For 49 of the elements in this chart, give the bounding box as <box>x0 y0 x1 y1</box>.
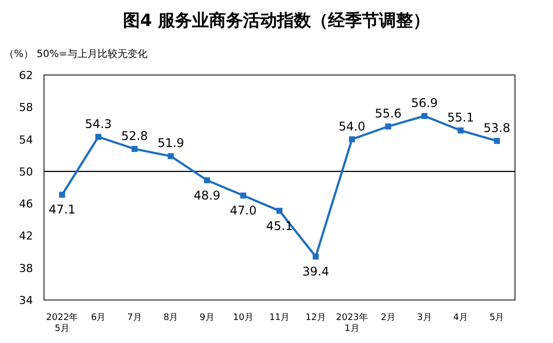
y-tick-label: 46 <box>19 198 33 211</box>
y-tick-label: 62 <box>19 69 33 82</box>
data-label: 39.4 <box>302 264 330 279</box>
data-label: 47.1 <box>48 202 76 217</box>
data-label: 55.6 <box>374 106 402 120</box>
y-tick-label: 38 <box>19 262 33 275</box>
data-label: 54.3 <box>84 116 112 131</box>
chart-title: 图4 服务业商务活动指数（经季节调整） <box>123 11 430 31</box>
point <box>312 254 319 260</box>
point <box>276 208 282 214</box>
data-label: 55.1 <box>447 110 474 124</box>
point <box>95 134 102 140</box>
y-tick-label: 50 <box>19 165 33 178</box>
point <box>132 146 138 152</box>
data-label: 51.9 <box>157 136 184 150</box>
point <box>204 177 210 184</box>
x-tick-label: 3月 <box>417 313 432 323</box>
data-label: 52.8 <box>121 128 148 143</box>
point <box>494 138 500 144</box>
x-tick-label: 10月 <box>233 313 254 323</box>
x-tick-label: 2022年 5月 <box>46 312 78 334</box>
point <box>168 153 174 160</box>
data-label: 54.0 <box>338 119 366 134</box>
y-tick-label: 54 <box>19 133 33 146</box>
data-label: 53.8 <box>484 120 510 135</box>
point <box>421 112 428 119</box>
x-tick-label: 6月 <box>90 313 106 323</box>
x-tick-label: 5月 <box>490 313 504 323</box>
x-tick-label: 8月 <box>163 313 178 323</box>
x-tick-label: 2月 <box>380 313 396 323</box>
x-tick-label: 9月 <box>200 313 214 323</box>
y-tick-label: 42 <box>19 230 33 243</box>
data-label: 48.9 <box>194 188 220 202</box>
point <box>348 136 355 142</box>
chart-subtitle: （%） 50%=与上月比较无变化 <box>4 48 148 60</box>
point <box>458 127 464 134</box>
x-tick-label: 12月 <box>306 313 326 323</box>
x-tick-label: 2023年 1月 <box>336 312 368 334</box>
point <box>59 192 66 198</box>
y-tick-label: 58 <box>19 101 33 114</box>
data-label: 47.0 <box>230 204 257 218</box>
y-tick-label: 34 <box>19 294 33 307</box>
point <box>240 192 246 199</box>
data-label: 56.9 <box>411 96 438 110</box>
x-tick-label: 11月 <box>269 313 290 323</box>
x-tick-label: 4月 <box>453 313 468 323</box>
data-label: 45.1 <box>266 218 293 233</box>
point <box>385 123 392 130</box>
x-tick-label: 7月 <box>127 313 142 323</box>
